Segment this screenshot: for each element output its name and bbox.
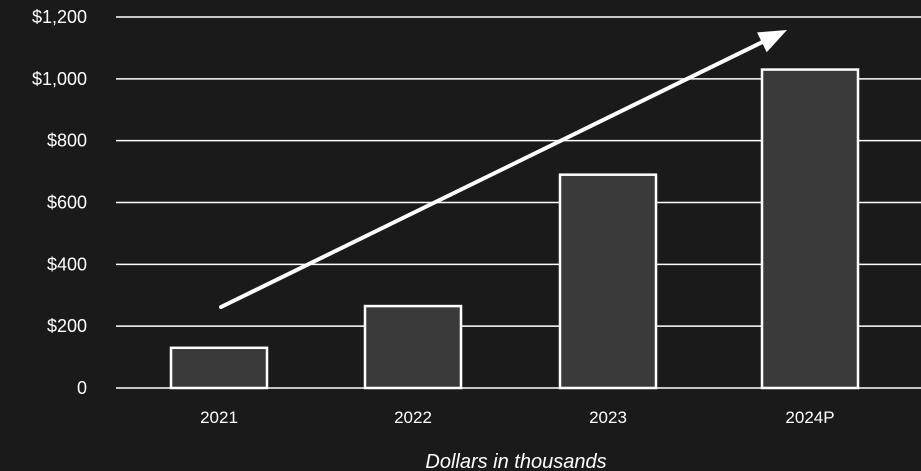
x-axis-category-labels: 2021 2022 2023 2024P bbox=[200, 408, 835, 427]
y-tick-label: $400 bbox=[47, 254, 87, 274]
x-category-label: 2022 bbox=[394, 408, 432, 427]
x-category-label: 2021 bbox=[200, 408, 238, 427]
x-axis-title: Dollars in thousands bbox=[425, 451, 606, 471]
y-tick-label: $1,200 bbox=[32, 7, 87, 27]
bar-2022 bbox=[363, 304, 463, 390]
trend-arrow-group bbox=[219, 30, 787, 309]
y-tick-label: $800 bbox=[47, 131, 87, 151]
bars bbox=[169, 68, 860, 390]
bar-2023 bbox=[558, 173, 658, 390]
bar-2024p bbox=[760, 68, 860, 390]
gridlines bbox=[116, 16, 921, 389]
y-tick-label: $200 bbox=[47, 316, 87, 336]
trend-arrow-head bbox=[757, 30, 787, 53]
bar-2021 bbox=[169, 346, 269, 390]
y-tick-label: $600 bbox=[47, 193, 87, 213]
x-category-label: 2023 bbox=[589, 408, 627, 427]
x-category-label: 2024P bbox=[785, 408, 834, 427]
y-tick-label: 0 bbox=[77, 378, 87, 398]
trend-arrow-shaft bbox=[219, 40, 764, 309]
y-axis-tick-labels: 0 $200 $400 $600 $800 $1,000 $1,200 bbox=[32, 7, 87, 398]
y-tick-label: $1,000 bbox=[32, 69, 87, 89]
